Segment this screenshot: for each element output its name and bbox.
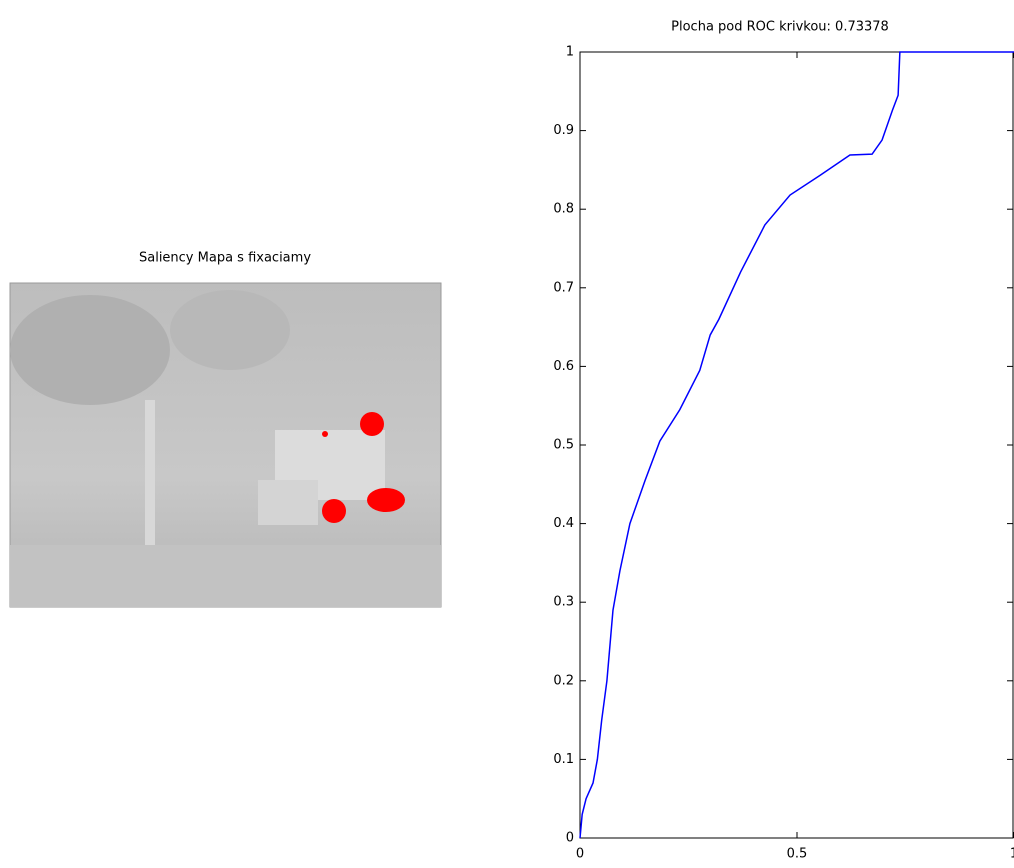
saliency-image [9, 282, 442, 608]
y-tick-label: 0.6 [553, 359, 574, 374]
y-tick-label: 0 [566, 831, 574, 846]
plot: 0 0.1 0.2 0.3 0.4 0.5 0.6 0.7 0.8 0.9 1 0 0.5 1 [553, 45, 1014, 862]
truck-cab [258, 480, 318, 525]
roc-curve [579, 51, 1014, 839]
y-tick-label: 0.2 [553, 673, 574, 688]
fixation [322, 499, 346, 523]
y-tick-label: 1 [566, 45, 574, 60]
image-title: Saliency Mapa s fixaciamy [139, 251, 311, 266]
y-tick-label: 0.9 [553, 123, 574, 138]
fixation [360, 412, 384, 436]
chart-title: Plocha pod ROC krivkou: 0.73378 [671, 20, 889, 35]
x-tick-label: 1 [1010, 847, 1014, 862]
x-tick-label: 0.5 [787, 847, 808, 862]
y-tick-label: 0.8 [553, 202, 574, 217]
pole [145, 400, 155, 580]
y-tick-label: 0.3 [553, 595, 574, 610]
y-tick-label: 0.5 [553, 438, 574, 453]
y-tick-label: 0.4 [553, 516, 574, 531]
ground [10, 545, 441, 607]
y-tick-label: 0.1 [553, 752, 574, 767]
tree [170, 290, 290, 370]
fixation [367, 488, 405, 512]
tree [10, 295, 170, 405]
fixation [322, 431, 328, 437]
x-tick-label: 0 [576, 847, 584, 862]
plot-frame [579, 51, 1014, 839]
y-tick-label: 0.7 [553, 280, 574, 295]
